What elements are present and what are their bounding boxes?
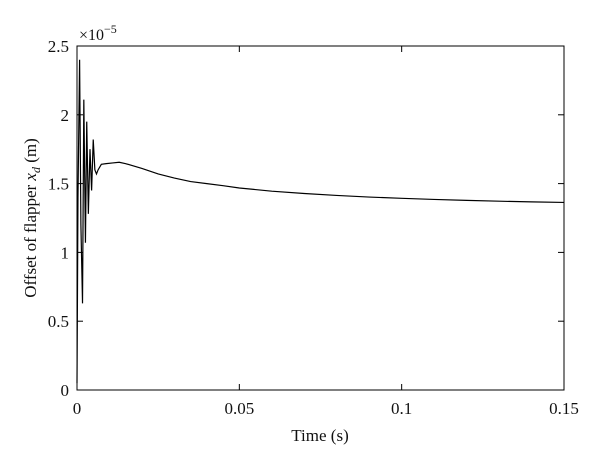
x-tick-label: 0.05 xyxy=(224,399,254,418)
x-axis-label: Time (s) xyxy=(291,426,348,445)
y-multiplier-base: ×10 xyxy=(79,27,104,44)
series-line xyxy=(76,59,565,384)
y-tick-label: 2 xyxy=(61,106,70,125)
y-multiplier: ×10−5 xyxy=(79,22,117,44)
y-tick-label: 0.5 xyxy=(48,312,69,331)
x-tick-label: 0.15 xyxy=(549,399,579,418)
y-axis-label-sub: d xyxy=(29,166,43,173)
y-tick-label: 1.5 xyxy=(48,175,69,194)
x-tick-label: 0.1 xyxy=(391,399,412,418)
tick-labels: 0 0.05 0.1 0.15 0 0.5 1 1.5 2 2.5 xyxy=(48,37,579,418)
y-tick-label: 1 xyxy=(61,243,70,262)
y-tick-label: 0 xyxy=(61,381,70,400)
x-tick-label: 0 xyxy=(73,399,82,418)
plot-area xyxy=(76,45,565,391)
y-axis-label-prefix: Offset of flapper xyxy=(21,181,40,298)
y-tick-label: 2.5 xyxy=(48,37,69,56)
y-axis-label-suffix: (m) xyxy=(21,138,40,167)
y-multiplier-exponent: −5 xyxy=(104,22,117,36)
y-axis-label-var: x xyxy=(21,173,40,182)
y-axis-label: Offset of flapper xd (m) xyxy=(21,138,43,298)
